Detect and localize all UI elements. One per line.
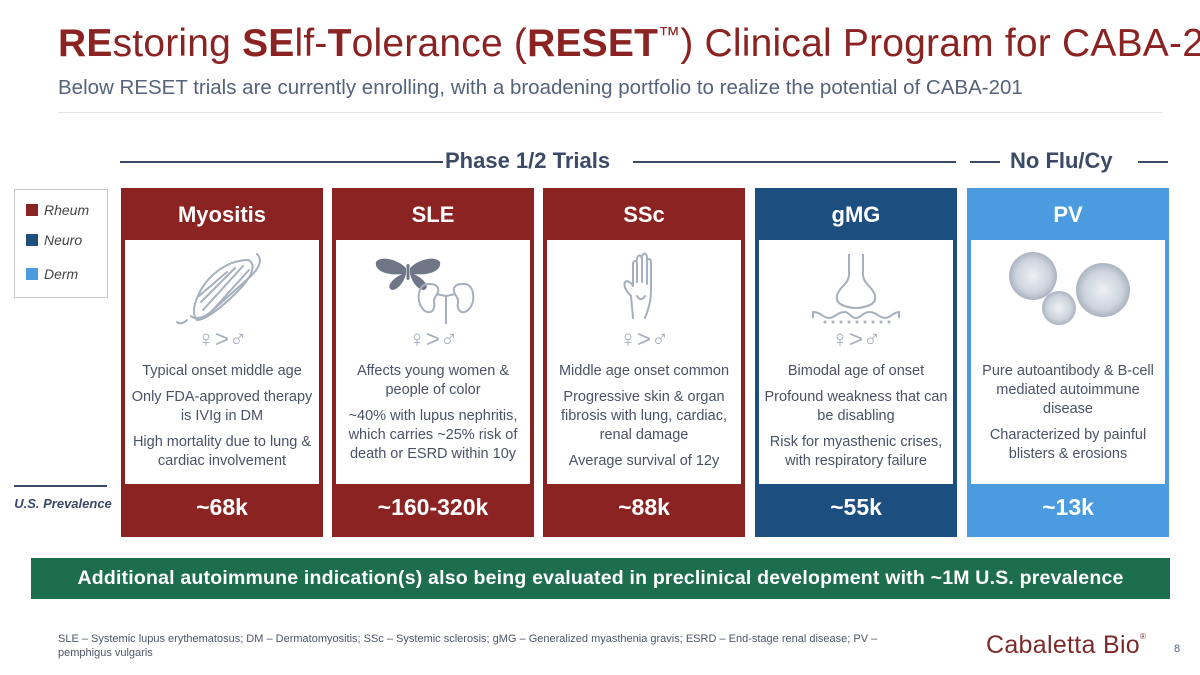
phase-line-right xyxy=(633,161,956,163)
card-ssc: SSc ♀>♂ Middle age onset common Progressi… xyxy=(543,188,745,537)
page-number: 8 xyxy=(1174,643,1181,655)
card-body: ♀>♂ Typical onset middle age Only FDA-app… xyxy=(125,240,319,484)
company-logo: Cabaletta Bio® xyxy=(986,631,1147,659)
hand-icon xyxy=(623,252,652,319)
sex-ratio-icon: ♀>♂ xyxy=(830,326,881,353)
prevalence-label: U.S. Prevalence xyxy=(14,496,112,511)
page-subtitle: Below RESET trials are currently enrolli… xyxy=(58,76,1023,99)
card-description: Pure autoantibody & B-cell mediated auto… xyxy=(982,363,1154,462)
butterfly-kidney-icon xyxy=(375,258,475,324)
card-title: SLE xyxy=(411,202,455,227)
card-prevalence: ~68k xyxy=(196,494,248,520)
legend: Rheum Neuro Derm xyxy=(14,189,108,298)
legend-swatch-neuro xyxy=(26,234,38,246)
card-description: Typical onset middle age Only FDA-approve… xyxy=(131,363,313,469)
phase-label: Phase 1/2 Trials xyxy=(445,148,611,173)
card-description: Middle age onset common Progressive skin … xyxy=(558,363,730,469)
page-title: REstoring SElf-Tolerance (RESET™) Clinic… xyxy=(58,22,1200,65)
card-prevalence: ~160-320k xyxy=(377,494,489,520)
muscle-icon xyxy=(176,253,261,325)
noflu-line-right xyxy=(1138,161,1168,163)
card-body: ♀>♂ Affects young women & people of colo… xyxy=(336,240,530,484)
card-prevalence: ~55k xyxy=(830,494,882,520)
card-body: ♀>♂ Bimodal age of onset Profound weaknes… xyxy=(759,240,953,484)
legend-swatch-rheum xyxy=(26,204,38,216)
card-title: gMG xyxy=(831,202,881,227)
card-title: Myositis xyxy=(177,202,267,227)
prevalence-divider xyxy=(14,485,107,487)
card-prevalence: ~13k xyxy=(1042,494,1094,520)
card-sle: SLE ♀>♂ Affects young women & people of … xyxy=(332,188,534,537)
sex-ratio-icon: ♀>♂ xyxy=(407,326,458,353)
abbreviations-footnote: SLE – Systemic lupus erythematosus; DM –… xyxy=(58,633,878,659)
card-myositis: Myositis ♀>♂ Typical onset middle age Onl… xyxy=(121,188,323,537)
card-title: PV xyxy=(1053,202,1083,227)
legend-swatch-derm xyxy=(26,268,38,280)
noflu-label: No Flu/Cy xyxy=(1010,148,1113,173)
card-pv: PV Pure autoantibody & B-cell mediated a… xyxy=(967,188,1169,537)
card-body: Pure autoantibody & B-cell mediated auto… xyxy=(971,240,1165,484)
legend-item-derm: Derm xyxy=(26,266,78,282)
legend-item-neuro: Neuro xyxy=(26,232,82,248)
phase-line-left xyxy=(120,161,443,163)
card-description: Affects young women & people of color ~40… xyxy=(348,363,518,462)
sex-ratio-icon: ♀>♂ xyxy=(196,326,247,353)
card-title: SSc xyxy=(623,202,665,227)
title-divider xyxy=(58,112,1162,113)
card-description: Bimodal age of onset Profound weakness th… xyxy=(764,363,948,469)
noflu-line-left xyxy=(970,161,1000,163)
legend-item-rheum: Rheum xyxy=(26,202,89,218)
sex-ratio-icon: ♀>♂ xyxy=(618,326,669,353)
synapse-icon xyxy=(812,254,900,324)
card-gmg: gMG ♀>♂ Bimodal age of onset Profound wea… xyxy=(755,188,957,537)
additional-indications-banner: Additional autoimmune indication(s) also… xyxy=(31,558,1170,599)
card-body: ♀>♂ Middle age onset common Progressive s… xyxy=(547,240,741,484)
card-prevalence: ~88k xyxy=(618,494,670,520)
cells-icon xyxy=(1009,252,1130,325)
